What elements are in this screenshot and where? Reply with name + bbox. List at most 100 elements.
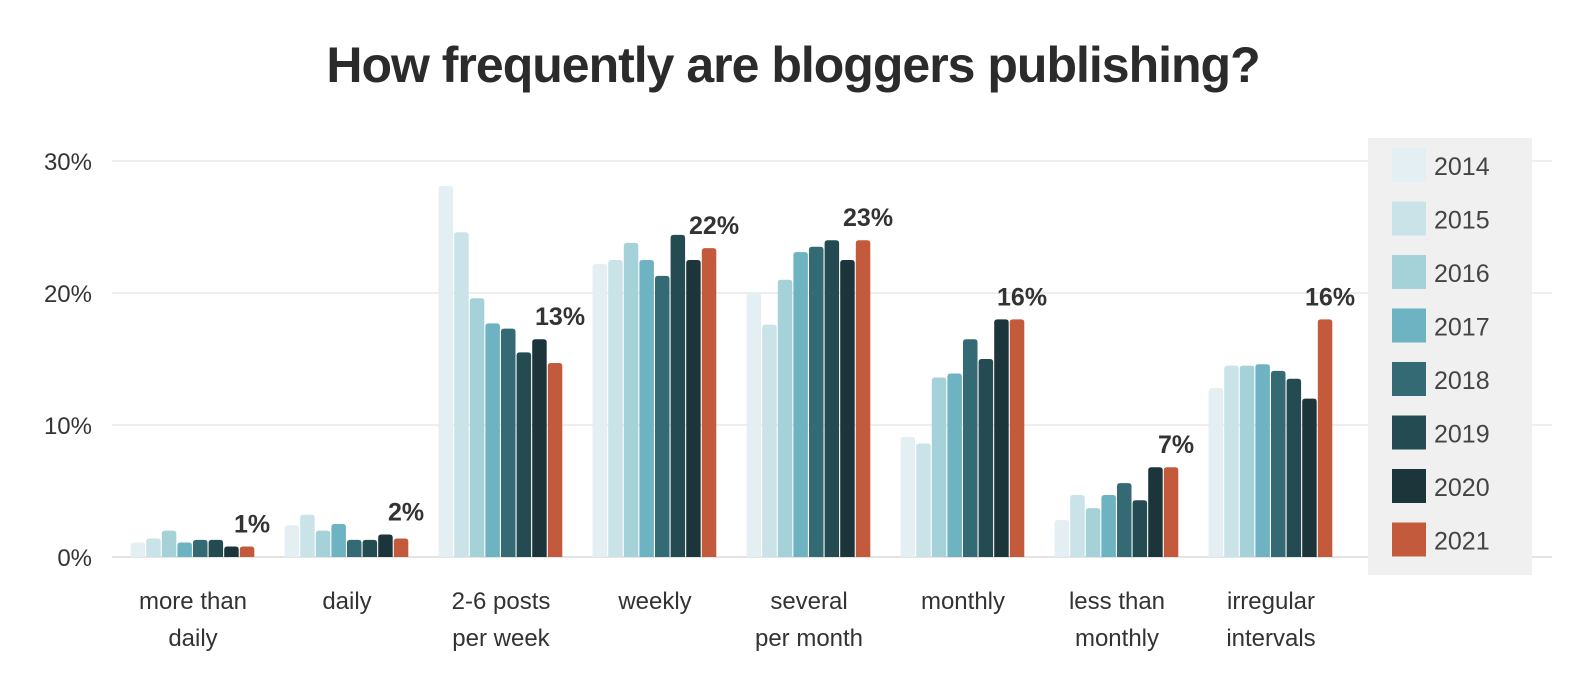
bar-2021 — [1163, 467, 1179, 557]
bar-2014 — [746, 293, 762, 557]
data-label: 2% — [388, 499, 424, 527]
bar-2018 — [655, 275, 670, 557]
bar-2016 — [161, 530, 177, 557]
bar-2018 — [347, 539, 362, 557]
bar-2014 — [900, 436, 916, 557]
bar-2017 — [793, 252, 808, 557]
bar-2018 — [809, 246, 824, 558]
bar-2018 — [1117, 483, 1132, 557]
legend-label: 2020 — [1434, 474, 1490, 502]
category-label: daily — [322, 588, 371, 615]
bar-2014 — [130, 542, 146, 557]
category-label: 2-6 posts — [452, 588, 551, 615]
bar-2014 — [284, 525, 300, 557]
bar-2021 — [547, 362, 563, 557]
bar-2020 — [224, 546, 239, 557]
bar-2016 — [931, 377, 947, 557]
bar-2016 — [469, 298, 485, 557]
bar-2017 — [177, 542, 192, 557]
bar-2021 — [393, 538, 409, 557]
bar-2019 — [362, 539, 378, 557]
y-tick-label: 10% — [44, 413, 92, 440]
bar-2017 — [639, 260, 654, 557]
legend-label: 2017 — [1434, 314, 1490, 342]
bar-2020 — [994, 319, 1009, 557]
category-label: several — [770, 588, 847, 615]
bar-2017 — [947, 373, 962, 557]
bar-2015 — [146, 538, 161, 557]
bar-2018 — [963, 339, 978, 557]
data-label: 23% — [843, 204, 893, 232]
legend-swatch-2017 — [1392, 308, 1426, 343]
bar-2021 — [239, 546, 255, 557]
data-label: 7% — [1158, 431, 1194, 459]
bar-2014 — [1208, 388, 1224, 557]
legend-swatch-2020 — [1392, 469, 1426, 503]
category-label: more than — [139, 588, 247, 615]
bar-2015 — [608, 260, 623, 557]
bar-2019 — [824, 240, 840, 557]
legend-swatch-2015 — [1392, 201, 1426, 236]
bar-2019 — [1132, 500, 1148, 557]
bar-2018 — [193, 539, 208, 557]
bar-2014 — [1054, 520, 1070, 557]
y-tick-label: 30% — [44, 149, 92, 176]
data-label: 22% — [689, 212, 739, 240]
bar-2015 — [762, 324, 777, 557]
bar-2019 — [670, 234, 686, 558]
bar-2019 — [208, 539, 224, 557]
data-label: 1% — [234, 510, 270, 538]
bar-2018 — [1271, 370, 1286, 557]
bar-2020 — [378, 534, 393, 557]
bar-2021 — [1009, 319, 1025, 557]
bar-2016 — [1085, 508, 1101, 557]
y-tick-label: 20% — [44, 281, 92, 308]
legend-swatch-2019 — [1392, 415, 1426, 450]
category-label: per week — [452, 625, 550, 652]
bar-2019 — [516, 352, 532, 557]
category-label: per month — [755, 625, 863, 652]
bar-2019 — [978, 359, 994, 557]
legend-label: 2019 — [1434, 421, 1490, 449]
bar-2018 — [501, 328, 516, 557]
legend-swatch-2014 — [1392, 148, 1426, 182]
category-label: weekly — [617, 588, 691, 615]
category-label: irregular — [1227, 588, 1315, 615]
legend-label: 2015 — [1434, 207, 1490, 235]
bar-2016 — [777, 279, 793, 557]
bar-2015 — [454, 232, 469, 557]
legend-swatch-2016 — [1392, 255, 1426, 289]
category-label: less than — [1069, 588, 1165, 615]
bar-2014 — [438, 186, 454, 557]
bar-2016 — [1239, 365, 1255, 557]
chart-title: How frequently are bloggers publishing? — [326, 37, 1260, 93]
bar-2014 — [592, 263, 608, 557]
bar-2015 — [300, 514, 315, 557]
y-tick-label: 0% — [57, 545, 92, 572]
bar-2021 — [855, 240, 871, 557]
bar-2020 — [1148, 467, 1163, 557]
bar-2017 — [331, 524, 346, 557]
data-label: 16% — [1305, 283, 1355, 311]
category-label: daily — [168, 625, 217, 652]
legend-label: 2016 — [1434, 260, 1490, 288]
bar-2016 — [315, 530, 331, 557]
bar-2017 — [1101, 494, 1116, 557]
legend-label: 2018 — [1434, 367, 1490, 395]
bar-2015 — [1070, 494, 1085, 557]
bar-2020 — [840, 260, 855, 557]
legend-swatch-2021 — [1392, 522, 1426, 557]
legend-label: 2021 — [1434, 528, 1490, 556]
bar-2015 — [1224, 365, 1239, 557]
bar-2016 — [623, 242, 639, 557]
category-label: monthly — [921, 588, 1005, 615]
category-label: monthly — [1075, 625, 1159, 652]
bar-2021 — [1317, 319, 1333, 557]
bar-2020 — [1302, 398, 1317, 557]
bar-2020 — [532, 339, 547, 557]
bar-2015 — [916, 443, 931, 557]
category-label: intervals — [1226, 625, 1315, 652]
legend-label: 2014 — [1434, 153, 1490, 181]
bar-2019 — [1286, 378, 1302, 557]
